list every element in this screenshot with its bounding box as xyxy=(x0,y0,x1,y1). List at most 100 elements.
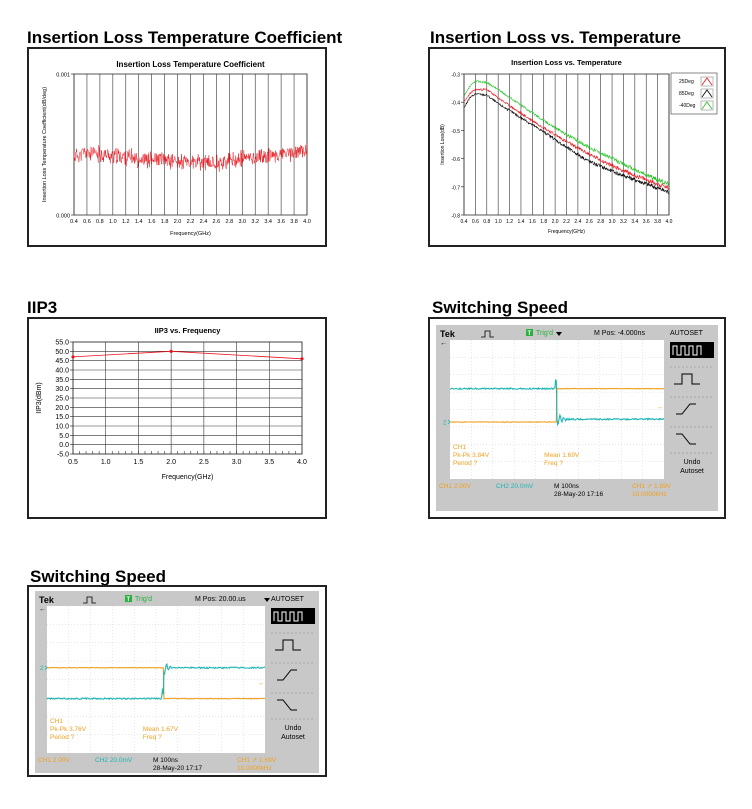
undo-autoset-button: Undo xyxy=(285,725,302,732)
chart-frame-il-vs-temp: Insertion Loss vs. Temperature 0.4 0.6 0.8 1… xyxy=(428,47,726,247)
scope-screen-1: Tek T Trig'd M Pos: -4.000ns AUTOSET ← 2 ← CH1 Pk… xyxy=(436,325,718,511)
x-tick-label: 3.6 xyxy=(277,219,285,225)
trigger-readout: CH1 ↗ 1.69V xyxy=(237,757,277,764)
x-tick-label: 1.4 xyxy=(135,219,143,225)
chart-frame-il-temp-coeff: Insertion Loss Temperature Coefficient 0.… xyxy=(27,47,327,247)
y-tick-label: 10.0 xyxy=(55,424,69,431)
ch1-waveform xyxy=(46,666,266,700)
x-tick-label: 2.0 xyxy=(166,459,176,466)
ch1-scale: CH1 2.00V xyxy=(38,757,70,764)
data-point xyxy=(169,349,173,353)
meas-ch1: CH1 xyxy=(453,444,466,451)
ch2-waveform xyxy=(449,379,665,427)
x-tick-label: 2.2 xyxy=(563,219,570,225)
meas-freq: Freq ? xyxy=(544,460,563,467)
data-point xyxy=(300,357,304,361)
x-tick-label: 3.8 xyxy=(290,219,298,225)
ch2-marker: 2 xyxy=(443,421,447,427)
section-title-il-vs-temp: Insertion Loss vs. Temperature xyxy=(430,28,681,47)
chart-title: Insertion Loss vs. Temperature xyxy=(511,58,622,67)
y-tick-label: 0.0 xyxy=(59,442,69,449)
datetime: 28-May-20 17:17 xyxy=(153,765,203,772)
x-tick-label: 0.6 xyxy=(83,219,91,225)
multi-cycle-icon xyxy=(672,345,702,356)
meas-ch1: CH1 xyxy=(50,718,63,725)
ch2-marker-arrow xyxy=(447,419,451,425)
meas-pkpk: Pk-Pk 3.76V xyxy=(50,726,87,733)
ch2-scale: CH2 20.0mV xyxy=(496,483,534,490)
section-title-iip3: IIP3 xyxy=(27,298,58,317)
y-tick-label: 45.0 xyxy=(55,358,69,365)
x-tick-label: 1.8 xyxy=(540,219,547,225)
trigger-frequency: 10.0000kHz xyxy=(237,765,272,772)
y-tick-label: 15.0 xyxy=(55,414,69,421)
y-tick-label: -5.0 xyxy=(57,452,69,459)
legend-swatch xyxy=(701,101,713,110)
x-tick-label: 3.2 xyxy=(251,219,259,225)
x-tick-label: 2.0 xyxy=(174,219,182,225)
meas-mean: Mean 1.69V xyxy=(544,452,580,459)
trigger-position-marker xyxy=(556,332,562,336)
meas-pkpk: Pk-Pk 3.84V xyxy=(453,452,490,459)
autoset-label: AUTOSET xyxy=(670,330,704,337)
y-axis-label: Insertion Loss(dB) xyxy=(440,124,446,165)
section-title-switching-speed-1: Switching Speed xyxy=(432,298,569,317)
y-tick-label: 5.0 xyxy=(59,433,69,440)
ch2-waveform xyxy=(46,662,266,701)
x-tick-label: 3.0 xyxy=(238,219,246,225)
y-tick-label: 35.0 xyxy=(55,377,69,384)
series-line-85deg xyxy=(463,93,670,195)
trig-indicator-letter: T xyxy=(127,597,131,603)
datetime: 28-May-20 17:16 xyxy=(554,491,604,498)
arrow-left-icon: ← xyxy=(39,606,46,613)
x-tick-label: 1.5 xyxy=(134,459,144,466)
section-title-switching-speed-2: Switching Speed xyxy=(30,567,167,586)
scope-screen-2: Tek T Trig'd M Pos: 20.00.us AUTOSET ← 2 ← CH1 Pk… xyxy=(35,591,319,773)
timebase: M 100ns xyxy=(554,483,580,490)
falling-edge-icon xyxy=(277,699,297,711)
x-tick-label: 4.0 xyxy=(666,219,673,225)
trigger-pulse-icon xyxy=(481,330,494,338)
scope-frame-1: Tek T Trig'd M Pos: -4.000ns AUTOSET ← 2 ← CH1 Pk… xyxy=(428,317,726,519)
legend-swatch xyxy=(701,89,713,98)
multi-cycle-icon xyxy=(273,611,303,622)
chart-il-vs-temp: Insertion Loss vs. Temperature 0.4 0.6 0.8 1… xyxy=(440,58,718,235)
x-tick-label: 2.5 xyxy=(199,459,209,466)
x-tick-label: 3.2 xyxy=(620,219,627,225)
trigger-frequency: 10.0000kHz xyxy=(632,491,667,498)
y-tick-label: 0.001 xyxy=(56,73,70,79)
y-tick-label: -0.7 xyxy=(451,185,460,191)
y-tick-label: -0.3 xyxy=(451,73,460,79)
y-axis-label: Insertion Loss Temperature Coefficient(d… xyxy=(42,87,48,202)
meas-period: Period ? xyxy=(50,734,75,741)
y-tick-label: 55.0 xyxy=(55,340,69,347)
x-axis-label: Frequency(GHz) xyxy=(548,229,585,235)
y-tick-label: -0.6 xyxy=(451,157,460,163)
rising-edge-icon xyxy=(277,669,297,681)
legend-swatch-box xyxy=(700,88,714,99)
meas-mean: Mean 1.67V xyxy=(143,726,179,733)
undo-autoset-label: Autoset xyxy=(281,734,305,741)
trig-indicator-icon xyxy=(526,329,533,336)
trig-indicator-letter: T xyxy=(528,331,532,337)
x-tick-label: 2.6 xyxy=(213,219,221,225)
chart-frame-iip3: IIP3 vs. Frequency 0.5 1.0 1.5 2.0 2.5 3.0 3.5 4… xyxy=(27,317,327,519)
section-title-il-temp-coeff: Insertion Loss Temperature Coefficient xyxy=(27,28,343,47)
x-tick-label: 1.0 xyxy=(101,459,111,466)
ch1-waveform xyxy=(450,387,665,423)
y-tick-label: 20.0 xyxy=(55,405,69,412)
legend-label: 85Deg xyxy=(679,91,694,97)
x-tick-label: 0.6 xyxy=(472,219,479,225)
trig-indicator-icon xyxy=(125,595,132,602)
y-tick-label: -0.4 xyxy=(451,101,460,107)
scope-display-1: Tek T Trig'd M Pos: -4.000ns AUTOSET ← 2 ← CH1Pk… xyxy=(439,329,714,498)
x-tick-label: 1.0 xyxy=(495,219,502,225)
x-tick-label: 4.0 xyxy=(303,219,311,225)
trigger-position-marker xyxy=(264,598,270,602)
arrow-left-icon: ← xyxy=(440,340,447,347)
trigger-level-arrow: ← xyxy=(258,680,265,687)
chart-il-temp-coeff: Insertion Loss Temperature Coefficient 0.… xyxy=(42,60,311,237)
x-axis-label: Frequency(GHz) xyxy=(162,474,214,481)
x-tick-label: 0.8 xyxy=(483,219,490,225)
data-point xyxy=(71,355,75,359)
